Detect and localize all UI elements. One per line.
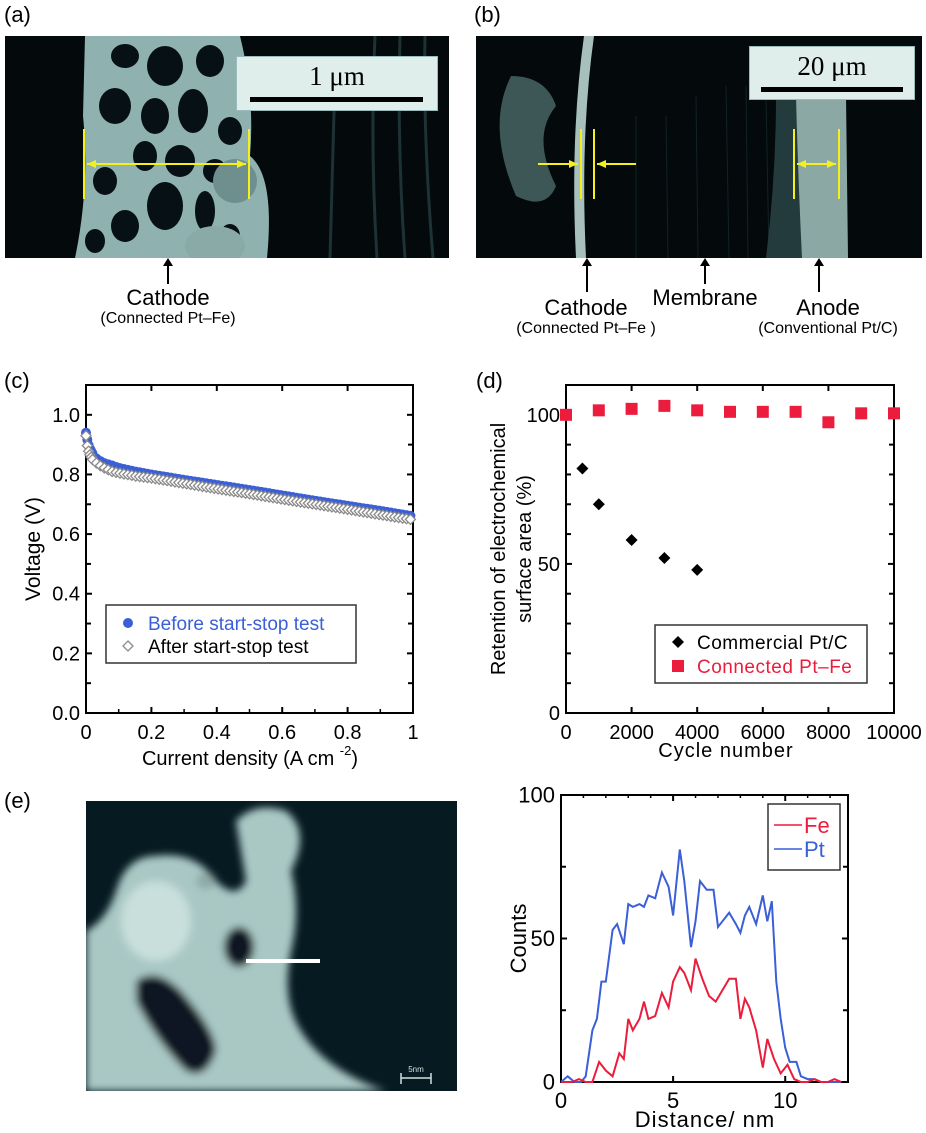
- x-tick-label: 10000: [866, 722, 922, 744]
- y-tick-label: 0.6: [52, 524, 80, 546]
- x-tick-label: 0: [560, 722, 571, 744]
- callout-membrane-b: Membrane: [630, 286, 780, 310]
- sem-texture-b: [499, 36, 848, 258]
- callout-cathode-b: Cathode (Connected Pt–Fe ): [496, 296, 676, 338]
- series-markers: [80, 427, 417, 526]
- arrow-up-icon: [582, 258, 592, 292]
- y-tick-label: 100: [518, 783, 555, 808]
- x-tick-label: 0: [80, 722, 91, 744]
- legend-entry: Connected Pt–Fe: [697, 657, 852, 678]
- series-line-fe: [561, 958, 842, 1083]
- arrow-up-icon: [700, 258, 710, 284]
- scale-bar-label-b: 20 μm: [797, 51, 867, 81]
- sem-texture-a: [75, 36, 435, 258]
- x-tick-label: 0.6: [268, 722, 296, 744]
- x-tick-label: 4000: [675, 722, 720, 744]
- callout-sub: (Conventional Pt/C): [758, 320, 898, 337]
- y-tick-label: 0.0: [52, 703, 80, 725]
- callout-cathode-a: Cathode (Connected Pt–Fe): [68, 286, 268, 328]
- legend: Commercial Pt/C Connected Pt–Fe: [654, 624, 868, 684]
- callout-anode-b: Anode (Conventional Pt/C): [738, 296, 918, 338]
- scale-bar-box-b: 20 μm: [749, 46, 915, 100]
- x-tick-label: 6000: [741, 722, 786, 744]
- y-tick-label: 0.8: [52, 464, 80, 486]
- sem-image-a: 1 μm: [5, 36, 449, 258]
- callout-sub: (Connected Pt–Fe ): [516, 320, 656, 337]
- y-tick-label: 1.0: [52, 405, 80, 427]
- x-tick-label: 8000: [806, 722, 851, 744]
- x-tick-label: 10: [773, 1088, 797, 1113]
- panel-d-label: (d): [476, 368, 503, 393]
- scale-bar-a: [250, 97, 423, 102]
- plot-frame: [85, 384, 414, 714]
- y-axis-label: Retention of electrochemical: [488, 423, 510, 675]
- x-tick-label: 0.4: [203, 722, 231, 744]
- x-tick-label: 0: [555, 1088, 567, 1113]
- y-tick-label: 50: [531, 926, 555, 951]
- scale-bar-b: [761, 87, 903, 92]
- y-axis-label-line2: surface area (%): [514, 475, 536, 623]
- y-tick-label: 0.2: [52, 643, 80, 665]
- callout-sub: (Connected Pt–Fe): [100, 310, 236, 327]
- scale-bar-label-a: 1 μm: [309, 61, 365, 91]
- y-tick-label: 50: [538, 554, 560, 576]
- arrow-up-icon: [814, 258, 824, 292]
- y-tick-label: 0: [549, 703, 560, 725]
- sem-image-b: 20 μm: [476, 36, 922, 258]
- x-tick-label: 1: [407, 722, 418, 744]
- y-tick-label: 0: [543, 1070, 555, 1095]
- scale-bar-label-e: 5nm: [408, 1065, 424, 1074]
- x-axis-label: Current density (A cm -2): [142, 743, 358, 770]
- callout-main: Cathode: [126, 285, 210, 310]
- chart-d-ecsa-retention: 0 2000 4000 6000 8000 10000 0 50 100 Retention of…: [488, 384, 922, 762]
- stem-texture-e: 5nm: [86, 807, 432, 1091]
- callout-main: Membrane: [652, 285, 758, 310]
- callout-main: Cathode: [544, 295, 628, 320]
- legend-entry: Commercial Pt/C: [697, 633, 848, 654]
- stem-image-e: 5nm: [86, 801, 457, 1091]
- y-axis-label: Voltage (V): [22, 497, 45, 601]
- chart-c-polarization: 0 0.2 0.4 0.6 0.8 1 0.0 0.2 0.4 0.6 0.8 1.0 Voltage …: [22, 384, 419, 770]
- series-line-pt: [560, 849, 842, 1083]
- panel-b-label: (b): [474, 2, 501, 27]
- panel-a-label: (a): [4, 2, 31, 27]
- series-connected-pt-fe: [560, 399, 900, 429]
- panel-c-label: (c): [4, 368, 30, 393]
- x-tick-label: 5: [667, 1088, 679, 1113]
- x-axis-label: Cycle number: [658, 740, 793, 762]
- y-tick-label: 0.4: [52, 584, 80, 606]
- legend-entry: Before start-stop test: [148, 614, 325, 635]
- x-axis-label: Distance/ nm: [635, 1107, 775, 1132]
- scale-bar-box-a: 1 μm: [236, 56, 438, 111]
- legend-entry: Fe: [804, 813, 830, 838]
- legend-entry: Pt: [804, 837, 825, 862]
- x-tick-label: 0.2: [137, 722, 165, 744]
- legend-entry: After start-stop test: [148, 637, 309, 658]
- plot-frame: [565, 384, 895, 714]
- panel-e-label: (e): [4, 788, 31, 813]
- x-tick-label: 0.8: [334, 722, 362, 744]
- y-tick-label: 100: [527, 405, 560, 427]
- line-scan-marker: [246, 959, 320, 963]
- series-commercial-pt-c: [576, 462, 704, 576]
- y-axis-label: Counts: [506, 904, 531, 974]
- callout-main: Anode: [796, 295, 860, 320]
- x-tick-label: 2000: [609, 722, 654, 744]
- arrow-up-icon: [163, 258, 173, 284]
